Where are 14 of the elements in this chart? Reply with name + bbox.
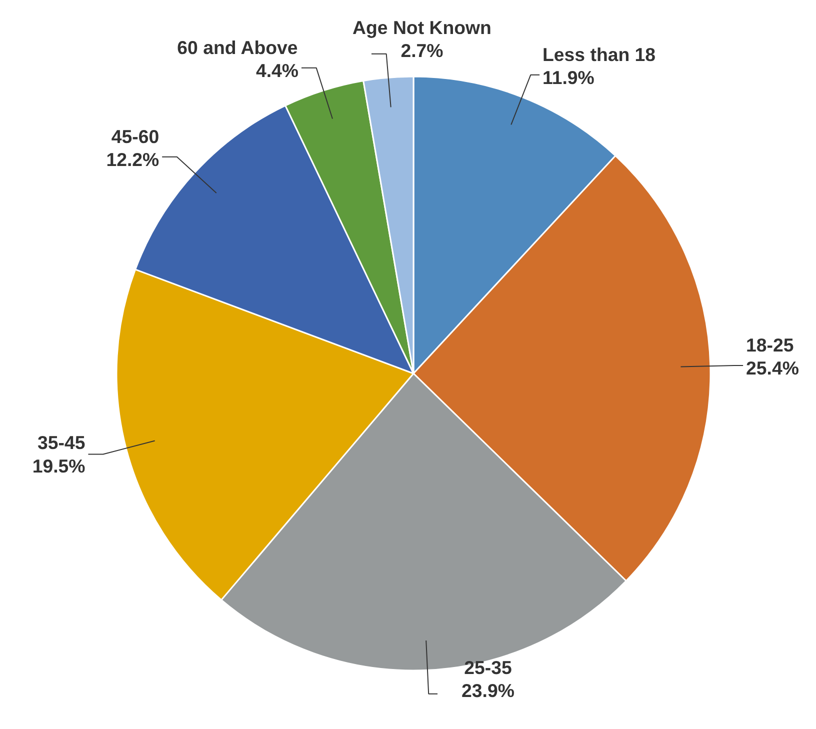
- data-label: 4.4%: [256, 60, 299, 81]
- data-label: 2.7%: [400, 40, 444, 62]
- slice-label: 45-60: [111, 126, 160, 147]
- slice-label: 25-35: [464, 657, 512, 678]
- data-label: 11.9%: [542, 67, 595, 88]
- slice-label: Age Not Known: [352, 16, 492, 38]
- data-label: 12.2%: [106, 149, 160, 170]
- slice-label: 60 and Above: [177, 36, 298, 58]
- slice-label: Less than 18: [542, 44, 656, 65]
- data-label: 23.9%: [462, 680, 515, 702]
- data-label: 19.5%: [32, 455, 86, 476]
- slice-label: 35-45: [38, 432, 86, 454]
- data-label: 25.4%: [746, 358, 800, 379]
- slice-label: 18-25: [746, 334, 794, 356]
